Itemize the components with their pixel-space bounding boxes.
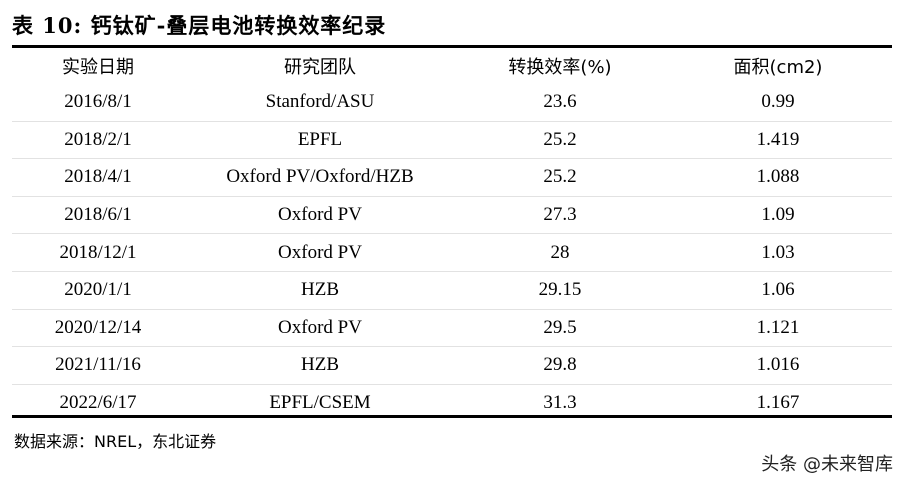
cell-team: Stanford/ASU xyxy=(184,84,456,122)
cell-date: 2018/2/1 xyxy=(12,120,184,159)
watermark: 头条 @未来智库 xyxy=(761,454,893,475)
cell-area: 1.088 xyxy=(664,158,892,197)
cell-date: 2018/12/1 xyxy=(12,233,184,272)
cell-area: 1.03 xyxy=(664,233,892,272)
header-team: 研究团队 xyxy=(284,57,356,78)
top-rule xyxy=(12,45,892,48)
cell-team: Oxford PV xyxy=(184,308,456,347)
table-row: 2021/11/16 HZB 29.8 1.016 xyxy=(12,346,892,385)
cell-area: 1.09 xyxy=(664,195,892,234)
cell-efficiency: 25.2 xyxy=(456,120,664,159)
cell-efficiency: 28 xyxy=(456,233,664,272)
cell-area: 0.99 xyxy=(664,84,892,122)
cell-date: 2018/4/1 xyxy=(12,158,184,197)
cell-efficiency: 29.5 xyxy=(456,308,664,347)
cell-efficiency: 23.6 xyxy=(456,84,664,122)
header-date: 实验日期 xyxy=(62,57,134,78)
cell-date: 2016/8/1 xyxy=(12,84,184,122)
cell-area: 1.06 xyxy=(664,270,892,310)
table-row: 2020/12/14 Oxford PV 29.5 1.121 xyxy=(12,308,892,347)
table-row: 2018/6/1 Oxford PV 27.3 1.09 xyxy=(12,195,892,234)
cell-date: 2020/12/14 xyxy=(12,308,184,347)
table-caption: 表 10: 钙钛矿-叠层电池转换效率纪录 xyxy=(12,13,387,38)
cell-area: 1.419 xyxy=(664,120,892,159)
cell-area: 1.016 xyxy=(664,346,892,385)
cell-date: 2021/11/16 xyxy=(12,346,184,385)
cell-team: HZB xyxy=(184,346,456,385)
header-row: 实验日期 研究团队 转换效率(%) 面积(cm2) xyxy=(12,48,892,84)
cell-date: 2020/1/1 xyxy=(12,270,184,310)
table-row: 2018/12/1 Oxford PV 28 1.03 xyxy=(12,233,892,272)
table-row: 2018/4/1 Oxford PV/Oxford/HZB 25.2 1.088 xyxy=(12,158,892,197)
table-row: 2018/2/1 EPFL 25.2 1.419 xyxy=(12,120,892,159)
cell-efficiency: 29.15 xyxy=(456,270,664,310)
cell-efficiency: 27.3 xyxy=(456,195,664,234)
cell-efficiency: 25.2 xyxy=(456,158,664,197)
cell-team: EPFL xyxy=(184,120,456,159)
source-note: 数据来源：NREL，东北证券 xyxy=(14,432,217,451)
cell-date: 2018/6/1 xyxy=(12,195,184,234)
cell-team: Oxford PV xyxy=(184,195,456,234)
cell-efficiency: 29.8 xyxy=(456,346,664,385)
table-row: 2016/8/1 Stanford/ASU 23.6 0.99 xyxy=(12,84,892,122)
cell-team: HZB xyxy=(184,270,456,310)
table-row: 2020/1/1 HZB 29.15 1.06 xyxy=(12,270,892,310)
header-efficiency: 转换效率(%) xyxy=(508,57,612,78)
bottom-rule xyxy=(12,415,892,418)
cell-team: Oxford PV/Oxford/HZB xyxy=(184,158,456,197)
cell-area: 1.121 xyxy=(664,308,892,347)
header-area: 面积(cm2) xyxy=(733,57,823,78)
efficiency-records-table: 实验日期 研究团队 转换效率(%) 面积(cm2) 2016/8/1 Stanf… xyxy=(12,48,892,422)
cell-team: Oxford PV xyxy=(184,233,456,272)
